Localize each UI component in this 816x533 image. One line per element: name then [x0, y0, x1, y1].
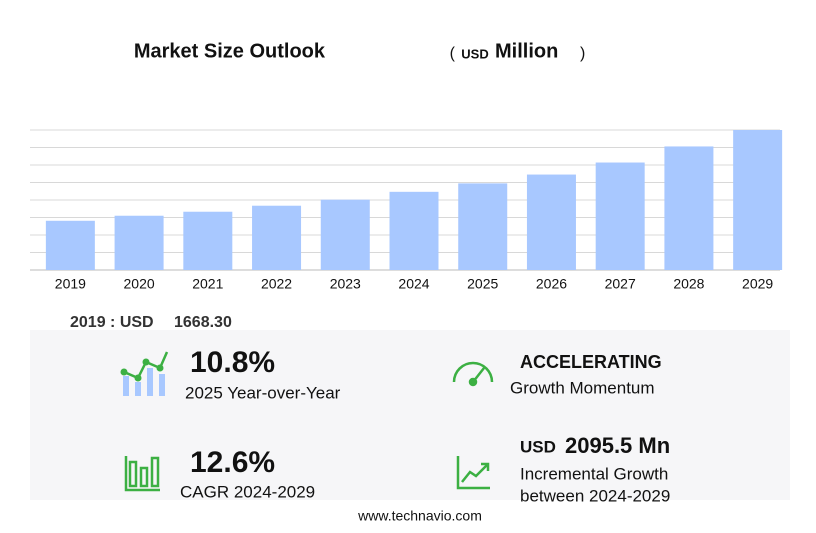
chart-title: Market Size Outlook: [134, 40, 326, 62]
yoy-label: 2025 Year-over-Year: [185, 383, 341, 402]
bar: [526, 174, 576, 270]
yoy-icon: [120, 351, 169, 396]
bar: [183, 211, 233, 270]
bar: [664, 146, 714, 270]
bar: [114, 215, 164, 270]
increment-label: Incremental Growth: [520, 464, 668, 483]
bar: [45, 220, 95, 270]
x-tick-label: 2027: [605, 276, 636, 292]
subtitle-part: (: [450, 45, 456, 62]
base-label: 2019 : USD: [70, 314, 154, 331]
increment-value: 2095.5 Mn: [565, 433, 670, 458]
bar: [595, 162, 645, 270]
x-tick-label: 2020: [124, 276, 155, 292]
bar: [252, 205, 302, 270]
increment-label: between 2024-2029: [520, 486, 670, 505]
x-tick-label: 2028: [673, 276, 704, 292]
x-tick-label: 2021: [192, 276, 223, 292]
footer: www.technavio.com: [357, 508, 482, 524]
x-tick-label: 2026: [536, 276, 567, 292]
x-tick-label: 2022: [261, 276, 292, 292]
x-tick-label: 2023: [330, 276, 361, 292]
x-tick-label: 2025: [467, 276, 498, 292]
subtitle-part: USD: [461, 46, 488, 61]
bar: [389, 191, 439, 270]
cagr-label: CAGR 2024-2029: [180, 482, 315, 501]
subtitle-part: Million: [495, 40, 558, 62]
bar: [733, 130, 783, 270]
stats-panel: [30, 330, 790, 500]
increment-icon: [456, 456, 490, 490]
momentum-title: ACCELERATING: [520, 352, 662, 372]
yoy-value: 10.8%: [190, 346, 275, 379]
x-tick-label: 2019: [55, 276, 86, 292]
increment-prefix: USD: [520, 437, 556, 456]
subtitle-part: ): [580, 45, 585, 62]
base-value: 1668.30: [174, 314, 232, 331]
cagr-value: 12.6%: [190, 446, 275, 479]
x-tick-label: 2029: [742, 276, 773, 292]
bar: [320, 199, 370, 270]
x-tick-label: 2024: [398, 276, 429, 292]
momentum-label: Growth Momentum: [510, 378, 655, 397]
bar: [458, 183, 508, 270]
cagr-icon: [124, 456, 160, 492]
gauge-icon: [452, 361, 494, 387]
